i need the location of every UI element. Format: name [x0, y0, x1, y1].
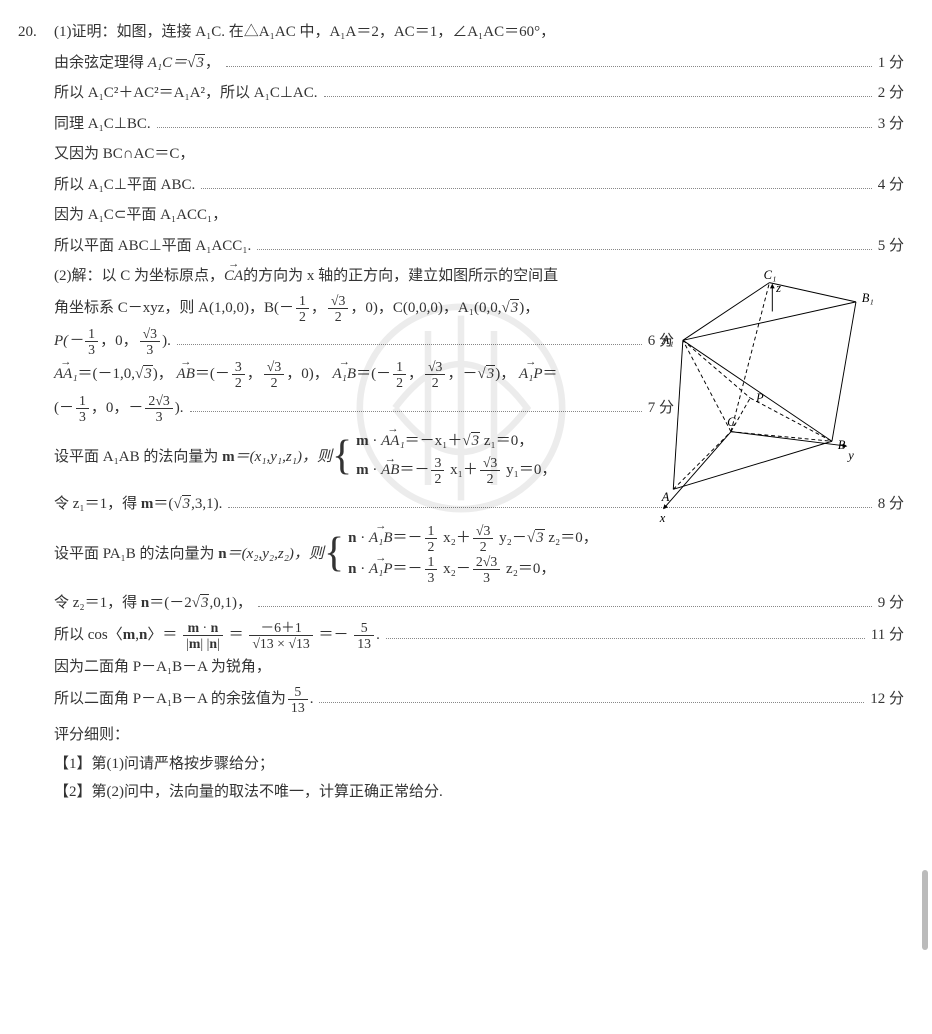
- svg-text:A: A: [661, 490, 670, 504]
- rules-title: 评分细则：: [54, 721, 904, 750]
- line-text: 所以平面 ABC⊥平面 A₁ACC₁.: [54, 232, 251, 261]
- line-text: 因为 A₁C⊂平面 A₁ACC₁，: [54, 201, 227, 230]
- svg-text:B: B: [838, 438, 846, 452]
- solution-line: P(－13，0，√33). 6 分: [54, 326, 674, 357]
- leader-dots: [319, 691, 864, 703]
- leader-dots: [257, 238, 871, 250]
- score-mark: 1 分: [878, 49, 904, 78]
- solution-line: (－13，0，－2√33). 7 分: [54, 393, 674, 424]
- score-mark: 11 分: [871, 621, 904, 650]
- score-mark: 3 分: [878, 110, 904, 139]
- question-number: 20.: [18, 18, 48, 807]
- solution-line: 所以 cos〈m,n〉＝ m · n|m| |n| ＝ －6＋1√13 × √1…: [54, 620, 904, 651]
- svg-text:C₁: C₁: [764, 268, 777, 282]
- line-text: 令 z₂＝1，得 n＝(－23,0,1)，: [54, 589, 252, 618]
- left-brace-icon: {: [332, 438, 352, 476]
- solution-line: 令 z₂＝1，得 n＝(－23,0,1)， 9 分: [54, 589, 904, 618]
- leader-dots: [226, 55, 872, 67]
- left-brace-icon: {: [324, 535, 344, 573]
- line-text: AA₁＝(－1,0,3)， AB＝(－32，√32，0)， A₁B＝(－12，√…: [54, 359, 558, 390]
- line-text: 由余弦定理得 A₁C＝3，: [54, 49, 220, 78]
- leader-dots: [386, 627, 865, 639]
- line-text: (2)解：以 C 为坐标原点，CA的方向为 x 轴的正方向，建立如图所示的空间直: [54, 262, 558, 291]
- score-mark: 8 分: [878, 490, 904, 519]
- proof-line: 同理 A₁C⊥BC. 3 分: [54, 110, 904, 139]
- svg-text:A₁: A₁: [661, 333, 674, 347]
- svg-text:z: z: [775, 281, 781, 295]
- proof-line: 因为 A₁C⊂平面 A₁ACC₁，: [54, 201, 904, 230]
- line-text: 同理 A₁C⊥BC.: [54, 110, 151, 139]
- rule-item: 【2】第(2)问中，法向量的取法不唯一，计算正确正常给分.: [54, 778, 904, 807]
- line-text: 所以二面角 P－A₁B－A 的余弦值为513.: [54, 684, 313, 715]
- solution-line: 所以二面角 P－A₁B－A 的余弦值为513. 12 分: [54, 684, 904, 715]
- solution-line: 因为二面角 P－A₁B－A 为锐角，: [54, 653, 904, 682]
- score-mark: 4 分: [878, 171, 904, 200]
- line-text: 又因为 BC∩AC＝C，: [54, 140, 194, 169]
- svg-text:B₁: B₁: [862, 291, 874, 305]
- svg-text:C: C: [727, 415, 736, 429]
- leader-dots: [157, 116, 872, 128]
- score-mark: 2 分: [878, 79, 904, 108]
- svg-text:y: y: [846, 449, 854, 463]
- line-text: 设平面 PA₁B 的法向量为 n＝(x₂,y₂,z₂)，则: [54, 540, 324, 569]
- leader-dots: [190, 400, 642, 412]
- line-text: 所以 cos〈m,n〉＝ m · n|m| |n| ＝ －6＋1√13 × √1…: [54, 620, 380, 651]
- solution-line: AA₁＝(－1,0,3)， AB＝(－32，√32，0)， A₁B＝(－12，√…: [54, 359, 694, 390]
- normal-vector-system: 设平面 PA₁B 的法向量为 n＝(x₂,y₂,z₂)，则 { n · A₁B＝…: [54, 523, 904, 586]
- score-mark: 12 分: [870, 685, 904, 714]
- scrollbar-thumb[interactable]: [922, 870, 928, 950]
- svg-text:x: x: [659, 511, 666, 525]
- proof-line: 所以平面 ABC⊥平面 A₁ACC₁. 5 分: [54, 232, 904, 261]
- line-text: 所以 A₁C²＋AC²＝A₁A²，所以 A₁C⊥AC.: [54, 79, 318, 108]
- line-text: 令 z₁＝1，得 m＝(3,3,1).: [54, 490, 222, 519]
- leader-dots: [201, 177, 872, 189]
- score-mark: 9 分: [878, 589, 904, 618]
- line-text: (1)证明：如图，连接 A₁C. 在△A₁AC 中，A₁A＝2，AC＝1，∠A₁…: [54, 18, 555, 47]
- leader-dots: [258, 595, 872, 607]
- solution-line: (2)解：以 C 为坐标原点，CA的方向为 x 轴的正方向，建立如图所示的空间直: [54, 262, 674, 291]
- proof-line: 所以 A₁C²＋AC²＝A₁A²，所以 A₁C⊥AC. 2 分: [54, 79, 904, 108]
- leader-dots: [324, 85, 872, 97]
- score-mark: 5 分: [878, 232, 904, 261]
- line-text: (－13，0，－2√33).: [54, 393, 184, 424]
- rule-item: 【1】第(1)问请严格按步骤给分；: [54, 750, 904, 779]
- geometry-diagram: A B C A₁ B₁ C₁ Px y z: [630, 268, 880, 528]
- proof-line: 由余弦定理得 A₁C＝3， 1 分: [54, 49, 904, 78]
- leader-dots: [177, 333, 642, 345]
- line-text: 设平面 A₁AB 的法向量为 m＝(x₁,y₁,z₁)，则: [54, 443, 332, 472]
- solution-line: 角坐标系 C－xyz，则 A(1,0,0)，B(－12，√32，0)，C(0,0…: [54, 293, 674, 324]
- proof-line: 所以 A₁C⊥平面 ABC. 4 分: [54, 171, 904, 200]
- proof-line: (1)证明：如图，连接 A₁C. 在△A₁AC 中，A₁A＝2，AC＝1，∠A₁…: [54, 18, 904, 47]
- line-text: 角坐标系 C－xyz，则 A(1,0,0)，B(－12，√32，0)，C(0,0…: [54, 293, 539, 324]
- proof-line: 又因为 BC∩AC＝C，: [54, 140, 904, 169]
- line-text: 所以 A₁C⊥平面 ABC.: [54, 171, 195, 200]
- scoring-rules: 评分细则： 【1】第(1)问请严格按步骤给分； 【2】第(2)问中，法向量的取法…: [54, 721, 904, 807]
- line-text: 因为二面角 P－A₁B－A 为锐角，: [54, 653, 271, 682]
- svg-text:P: P: [755, 391, 764, 405]
